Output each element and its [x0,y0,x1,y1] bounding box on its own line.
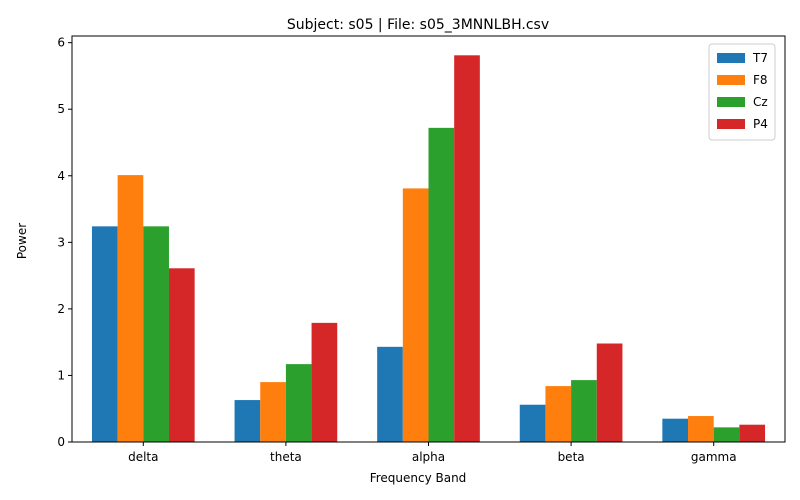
x-tick-label: gamma [691,450,737,464]
legend-box [708,43,776,141]
legend-swatch-p4 [717,119,745,129]
x-tick-label: alpha [412,450,445,464]
bar-t7-alpha [377,346,403,442]
chart-title: Subject: s05 | File: s05_3MNNLBH.csv [287,17,549,33]
legend-label-f8: F8 [753,73,768,87]
legend-swatch-cz [717,97,745,107]
bar-p4-delta [168,268,195,442]
y-tick-label: 6 [57,36,65,50]
y-tick-label: 0 [57,435,65,449]
bar-t7-beta [519,404,546,442]
bar-cz-beta [571,380,597,442]
bar-t7-gamma [662,418,689,442]
bar-p4-alpha [454,55,480,443]
legend-label-t7: T7 [752,51,768,65]
x-tick-label: theta [270,450,302,464]
axes-layer: delta theta alpha beta gamma 0 1 2 3 4 5 6 [57,35,786,464]
bar-f8-theta [260,382,286,442]
legend-swatch-f8 [717,75,745,85]
bar-cz-gamma [713,427,740,442]
legend-label-cz: Cz [753,95,768,109]
bar-cz-delta [143,226,169,442]
bar-f8-alpha [402,188,429,442]
bar-f8-gamma [688,416,714,442]
bars-layer [91,55,766,443]
y-tick-label: 5 [57,102,65,116]
x-axis-label: Frequency Band [370,471,467,485]
y-tick-label: 2 [57,302,65,316]
y-tick-label: 4 [57,169,65,183]
y-axis-label: Power [15,223,29,259]
bar-f8-beta [545,386,572,442]
bar-t7-delta [91,226,118,442]
bar-f8-delta [117,175,144,442]
x-tick-label: delta [128,450,158,464]
legend-swatch-t7 [717,53,745,63]
bar-p4-gamma [739,424,766,442]
y-tick-label: 3 [57,235,65,249]
y-tick-label: 1 [57,368,65,382]
legend-label-p4: P4 [753,117,768,131]
bar-cz-alpha [428,127,455,442]
bar-p4-beta [596,343,623,442]
bar-p4-theta [311,322,338,442]
bar-t7-theta [234,400,261,442]
legend: T7 F8 Cz P4 [708,43,776,141]
x-tick-label: beta [558,450,585,464]
bar-cz-theta [285,364,312,442]
